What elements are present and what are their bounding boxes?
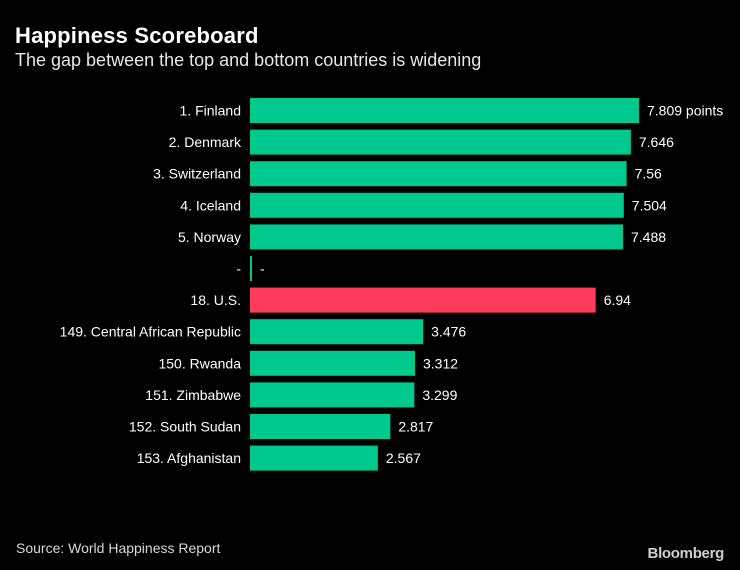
category-label-rwanda: 150. Rwanda (158, 355, 241, 371)
category-label-norway: 5. Norway (178, 229, 241, 245)
category-label-finland: 1. Finland (180, 103, 241, 119)
source-note: Source: World Happiness Report (16, 540, 221, 556)
category-label-gap: - (236, 261, 241, 277)
value-label-central-african-republic: 3.476 (431, 324, 466, 340)
category-label-zimbabwe: 151. Zimbabwe (145, 387, 241, 403)
value-label-rwanda: 3.312 (423, 355, 458, 371)
bar-u-s (250, 287, 596, 313)
value-label-afghanistan: 2.567 (386, 450, 421, 466)
value-label-u-s: 6.94 (604, 292, 631, 308)
category-label-u-s: 18. U.S. (190, 292, 241, 308)
category-label-switzerland: 3. Switzerland (153, 166, 241, 182)
bar-finland (250, 98, 639, 123)
bar-afghanistan (250, 445, 378, 471)
value-label-iceland: 7.504 (632, 197, 667, 213)
value-label-south-sudan: 2.817 (398, 419, 433, 435)
category-label-afghanistan: 153. Afghanistan (137, 450, 241, 466)
value-label-switzerland: 7.56 (635, 166, 662, 182)
value-label-zimbabwe: 3.299 (422, 387, 457, 403)
chart-title: Happiness Scoreboard (15, 23, 259, 48)
bar-switzerland (250, 161, 627, 187)
bar-chart: 1. Finland 7.809 points 2. Denmark 7.646 3. … (60, 98, 723, 471)
chart-subtitle: The gap between the top and bottom count… (15, 50, 482, 70)
category-label-central-african-republic: 149. Central African Republic (60, 324, 241, 340)
bar-denmark (250, 129, 631, 155)
value-label-gap: - (260, 261, 265, 277)
bar-zimbabwe (250, 382, 415, 408)
bar-iceland (250, 192, 624, 218)
bloomberg-logo: Bloomberg (647, 545, 725, 562)
value-label-finland: 7.809 points (647, 103, 723, 119)
category-label-iceland: 4. Iceland (180, 197, 241, 213)
value-label-norway: 7.488 (631, 229, 666, 245)
bar-gap (250, 256, 252, 281)
bar-rwanda (250, 350, 415, 376)
value-label-denmark: 7.646 (639, 134, 674, 150)
category-label-denmark: 2. Denmark (169, 134, 242, 150)
bar-norway (250, 224, 624, 250)
bar-south-sudan (250, 414, 391, 439)
category-label-south-sudan: 152. South Sudan (129, 419, 241, 435)
bar-central-african-republic (250, 319, 424, 345)
